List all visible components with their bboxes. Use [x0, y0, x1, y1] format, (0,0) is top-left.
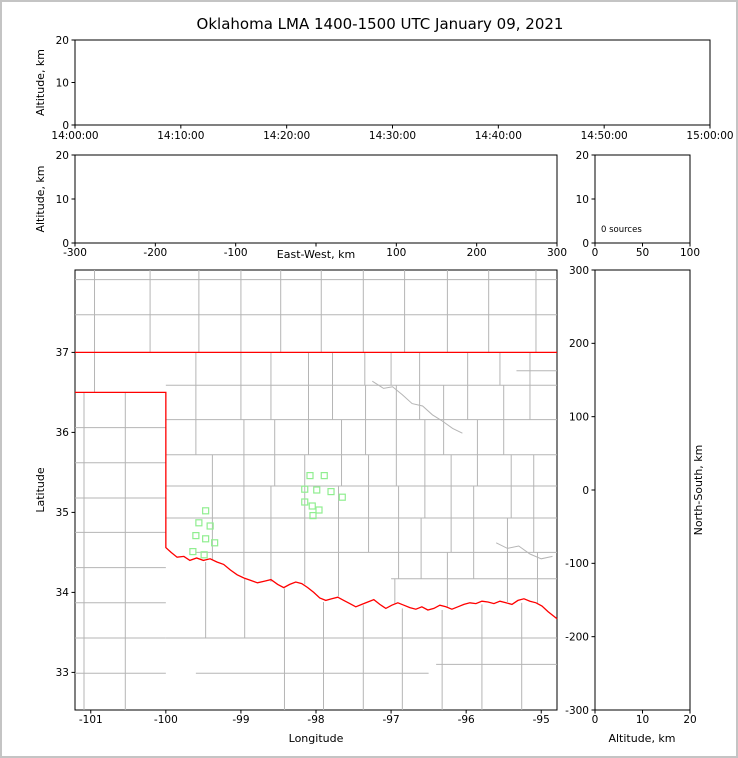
x-tick-label: -200 [143, 247, 167, 259]
x-tick-label: -101 [79, 714, 103, 726]
y-tick-label: 37 [56, 347, 69, 359]
y-tick-label: 35 [56, 507, 69, 519]
lightning-source-marker [301, 485, 309, 493]
map-ylabel: Latitude [34, 467, 47, 513]
time-height-ylabel: Altitude, km [34, 49, 47, 116]
lightning-source-marker [192, 531, 200, 540]
x-tick-label: 20 [683, 714, 696, 726]
y-tick-label: 36 [56, 427, 70, 439]
generated-plot-content: 14:00:00 14:10:00 14:20:00 14:30:00 14:40:00… [51, 35, 733, 726]
x-tick-label: 15:00:00 [686, 130, 733, 142]
x-tick-label: -98 [307, 714, 324, 726]
histogram-annotation: 0 sources [601, 225, 642, 235]
east-west-xlabel: East-West, km [277, 248, 355, 261]
figure-title: Oklahoma LMA 1400-1500 UTC January 09, 2… [197, 15, 564, 33]
x-tick-label: 14:00:00 [51, 130, 98, 142]
x-tick-label: -100 [154, 714, 178, 726]
y-tick-label: 0 [582, 238, 589, 250]
lightning-source-marker [202, 507, 210, 515]
y-tick-label: 20 [56, 150, 69, 162]
y-tick-label: 10 [56, 194, 69, 206]
lightning-source-marker [195, 519, 203, 527]
y-tick-label: -100 [565, 558, 589, 570]
y-tick-label: 300 [569, 265, 589, 277]
y-tick-label: 0 [582, 485, 589, 497]
lightning-source-marker [301, 498, 309, 506]
x-tick-label: 14:50:00 [581, 130, 628, 142]
lightning-source-marker [206, 522, 214, 530]
y-tick-label: 20 [56, 35, 69, 47]
county-boundary-river [372, 380, 463, 434]
x-tick-label: 14:10:00 [157, 130, 204, 142]
y-tick-label: 10 [576, 194, 589, 206]
lightning-source-marker [189, 547, 197, 556]
y-tick-label: 20 [576, 150, 589, 162]
y-tick-label: 34 [56, 587, 70, 599]
y-tick-label: 33 [56, 667, 69, 679]
lightning-source-marker [338, 493, 346, 501]
x-tick-label: 50 [636, 247, 649, 259]
x-tick-label: 100 [386, 247, 406, 259]
x-tick-label: -300 [63, 247, 87, 259]
lightning-source-marker [327, 488, 335, 496]
y-tick-label: 200 [569, 338, 589, 350]
x-tick-label: -100 [224, 247, 248, 259]
county-boundary-river [495, 542, 553, 560]
y-tick-label: 10 [56, 77, 69, 89]
y-tick-label: -200 [565, 631, 589, 643]
x-tick-label: 14:20:00 [263, 130, 310, 142]
alt-ns-xlabel: Altitude, km [608, 732, 675, 745]
east-west-ylabel: Altitude, km [34, 165, 47, 232]
x-tick-label: 0 [592, 247, 599, 259]
lightning-source-marker [313, 486, 321, 494]
lightning-source-marker [306, 472, 314, 480]
lightning-source-marker [202, 535, 210, 543]
lightning-source-marker [320, 472, 328, 480]
map-xlabel: Longitude [289, 732, 344, 745]
x-tick-label: 100 [680, 247, 700, 259]
alt-ns-ylabel-right: North-South, km [692, 445, 705, 536]
oklahoma-state-border [75, 391, 558, 620]
x-tick-label: 200 [467, 247, 487, 259]
x-tick-label: -95 [533, 714, 550, 726]
lightning-source-marker [315, 506, 323, 514]
y-tick-label: 0 [62, 120, 69, 132]
y-tick-label: 0 [62, 238, 69, 250]
x-tick-label: 0 [592, 714, 599, 726]
y-tick-label: 100 [569, 411, 589, 423]
lightning-source-marker [309, 511, 317, 520]
lightning-source-marker [211, 539, 219, 547]
x-tick-label: -97 [382, 714, 399, 726]
lightning-source-marker [200, 551, 208, 559]
x-tick-label: 300 [547, 247, 567, 259]
x-tick-label: 14:40:00 [475, 130, 522, 142]
y-tick-label: -300 [565, 705, 589, 717]
lightning-source-marker [308, 502, 316, 510]
x-tick-label: 10 [636, 714, 649, 726]
x-tick-label: -96 [458, 714, 475, 726]
x-tick-label: 14:30:00 [369, 130, 416, 142]
x-tick-label: -99 [232, 714, 249, 726]
